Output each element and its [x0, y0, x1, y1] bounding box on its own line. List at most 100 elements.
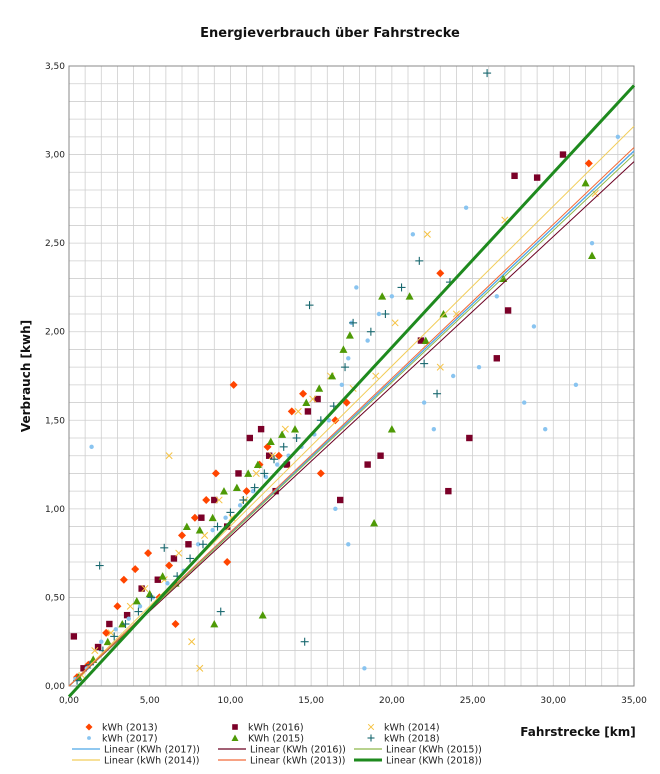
- data-point: [362, 666, 367, 671]
- trendline: [68, 125, 635, 687]
- x-axis-label: Fahrstrecke [km]: [520, 725, 636, 739]
- data-point: [559, 151, 567, 158]
- data-point: [208, 513, 217, 522]
- chart-title: Energieverbrauch über Fahrstrecke: [200, 26, 460, 41]
- data-point: [246, 434, 253, 442]
- data-point: [132, 596, 141, 605]
- data-point: [365, 338, 370, 343]
- legend-label: Linear (kWh (2014)): [104, 756, 199, 767]
- data-point: [589, 240, 595, 246]
- legend-label: kWh (2018): [384, 734, 440, 745]
- legend-marker: [231, 734, 239, 741]
- data-point: [147, 593, 156, 602]
- x-tick-label: 5,00: [140, 696, 160, 706]
- y-tick-label: 3,00: [45, 151, 65, 161]
- data-point: [178, 531, 186, 540]
- data-point: [113, 627, 119, 632]
- legend-label: Linear (KWh (2015)): [386, 745, 482, 756]
- data-point: [366, 327, 375, 336]
- data-point: [341, 363, 350, 372]
- trendline: [67, 84, 636, 698]
- data-point: [250, 483, 259, 492]
- legend-label: kWh (2016): [248, 723, 304, 734]
- data-point: [223, 558, 232, 566]
- data-point: [170, 555, 178, 562]
- y-tick-label: 1,00: [45, 505, 65, 515]
- legend-marker: [367, 734, 375, 742]
- data-point: [70, 633, 78, 640]
- data-point: [119, 575, 128, 584]
- data-point: [237, 503, 243, 508]
- data-point: [141, 585, 149, 593]
- data-point: [260, 469, 269, 478]
- y-axis-label: Verbrauch [kwh]: [19, 320, 33, 432]
- data-point: [543, 426, 548, 432]
- data-point: [588, 251, 597, 259]
- data-point: [126, 616, 131, 621]
- data-point: [158, 572, 167, 580]
- data-point: [107, 629, 115, 637]
- data-point: [328, 372, 337, 380]
- data-point: [305, 301, 314, 310]
- data-point: [226, 508, 235, 517]
- data-point: [372, 372, 380, 380]
- data-point: [171, 620, 180, 628]
- data-point: [165, 452, 173, 460]
- data-points: [70, 69, 621, 685]
- data-point: [210, 527, 215, 533]
- data-point: [91, 647, 99, 655]
- data-point: [138, 585, 145, 592]
- data-point: [445, 487, 452, 495]
- data-point: [314, 395, 321, 403]
- data-point: [364, 461, 371, 468]
- data-point: [185, 541, 192, 548]
- data-point: [387, 425, 396, 433]
- y-axis-ticks: 0,00 0,50 1,00 1,50 2,00 2,50 3,00 3,50: [45, 62, 65, 692]
- data-point: [299, 389, 308, 398]
- y-tick-label: 1,50: [45, 416, 65, 426]
- data-point: [252, 469, 260, 477]
- legend-marker: [85, 723, 93, 731]
- data-point: [80, 665, 87, 672]
- data-point: [232, 483, 241, 491]
- data-point: [504, 307, 512, 314]
- legend-label: Linear (KWh (2017)): [104, 745, 200, 756]
- data-point: [219, 487, 228, 495]
- data-point: [391, 319, 399, 327]
- data-point: [287, 407, 296, 416]
- data-point: [94, 643, 102, 651]
- data-point: [113, 602, 122, 611]
- data-point: [235, 470, 242, 477]
- data-point: [223, 515, 228, 520]
- data-point: [291, 425, 299, 433]
- data-point: [354, 285, 359, 290]
- data-point: [292, 434, 301, 442]
- legend: kWh (2013) kWh (2016) kWh (2014) kWh (2017)…: [72, 723, 482, 767]
- data-point: [436, 363, 444, 371]
- data-point: [188, 638, 196, 646]
- data-point: [346, 542, 351, 547]
- data-point: [337, 496, 344, 504]
- data-point: [106, 620, 113, 628]
- x-axis-ticks: 0,00 5,00 10,00 15,00 20,00 25,00 30,00 35,00: [59, 696, 647, 706]
- data-point: [463, 205, 469, 210]
- data-point: [244, 469, 253, 477]
- data-point: [349, 318, 358, 327]
- data-point: [215, 496, 223, 504]
- data-point: [376, 311, 382, 317]
- data-point: [405, 292, 414, 300]
- legend-label: Linear (KWh (2018)): [386, 756, 482, 767]
- data-point: [294, 407, 302, 415]
- data-point: [123, 611, 131, 619]
- x-tick-label: 0,00: [59, 696, 79, 706]
- data-point: [421, 400, 427, 405]
- data-point: [573, 382, 579, 388]
- x-tick-label: 10,00: [218, 696, 244, 706]
- data-point: [175, 549, 183, 557]
- data-point: [494, 294, 499, 299]
- data-point: [451, 373, 456, 379]
- data-point: [196, 664, 204, 672]
- legend-label: kWh (2014): [384, 723, 440, 734]
- data-point: [433, 389, 442, 398]
